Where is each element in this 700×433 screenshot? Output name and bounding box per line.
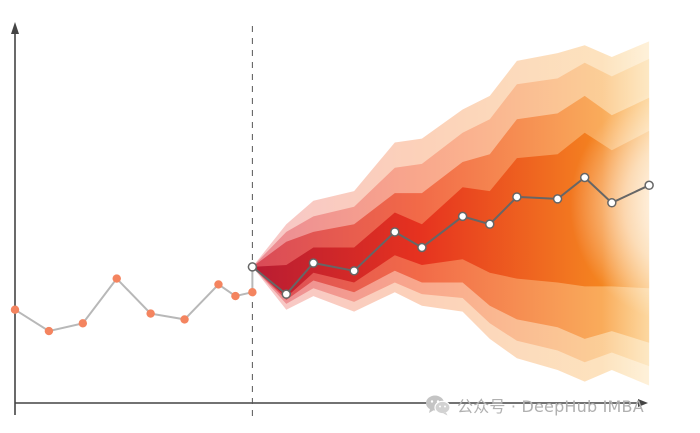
forecast-point (512, 192, 522, 202)
history-point (146, 309, 155, 318)
forecast-point (644, 180, 654, 191)
forecast-point (417, 242, 427, 253)
history-point (10, 305, 20, 314)
forecast-point (247, 262, 258, 272)
forecast-point (457, 211, 468, 222)
forecast-point (390, 227, 400, 237)
chart-axes (11, 22, 648, 418)
forecast-point (579, 172, 590, 183)
history-point (78, 319, 88, 328)
history-point (214, 280, 223, 289)
right-edge-glow (560, 60, 700, 380)
y-axis-arrow (11, 22, 19, 34)
x-axis-arrow (638, 399, 648, 407)
history-point (44, 326, 54, 336)
forecast-point (281, 289, 292, 299)
forecast-point (308, 258, 319, 268)
watermark: 公众号 · DeepHub IMBA (425, 394, 644, 416)
watermark-text: 公众号 · DeepHub IMBA (457, 397, 644, 416)
forecast-point (607, 198, 617, 208)
history-point (112, 274, 121, 283)
forecast-point (552, 194, 563, 204)
forecast-point (349, 266, 359, 276)
history-point (180, 315, 189, 324)
forecast-point (485, 219, 495, 229)
wechat-icon (426, 395, 451, 416)
series-points (10, 172, 654, 336)
history-point (231, 291, 240, 301)
history-point (248, 287, 257, 297)
